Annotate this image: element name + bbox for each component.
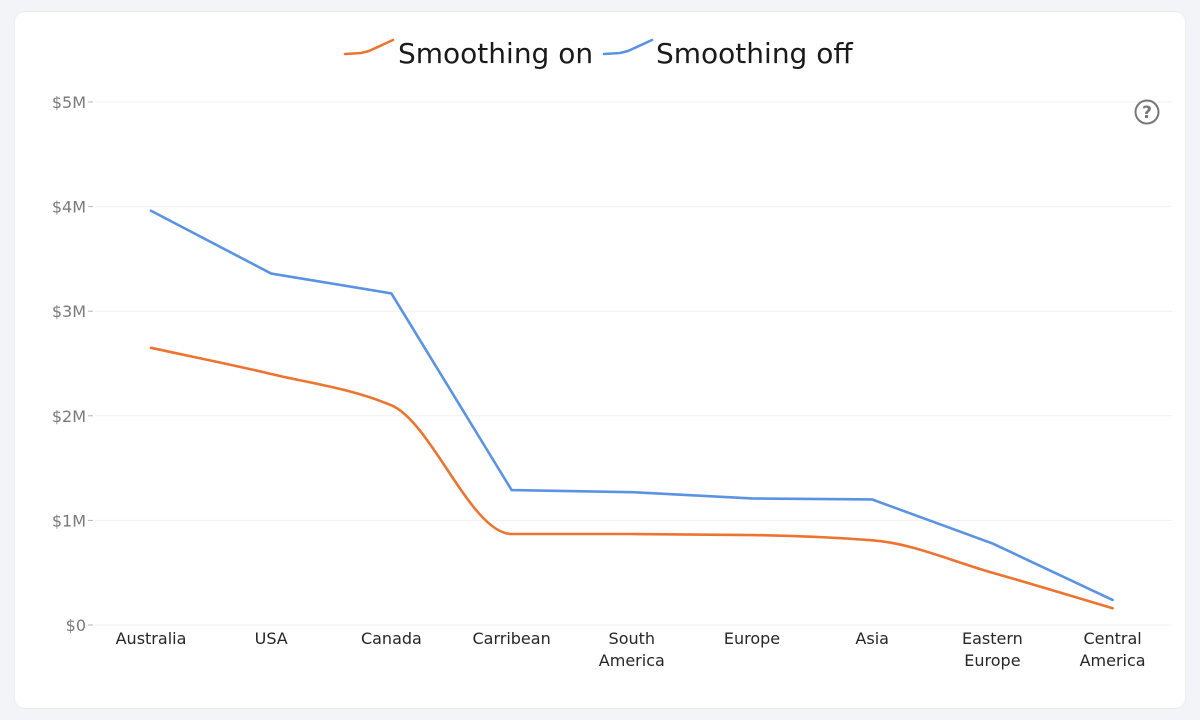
data-point-smoothing-off[interactable] [145, 205, 157, 217]
data-point-smoothing-on[interactable] [506, 528, 518, 540]
data-point-smoothing-off[interactable] [385, 287, 397, 299]
data-point-smoothing-off[interactable] [265, 268, 277, 280]
help-glyph: ? [1142, 103, 1152, 123]
x-axis: Australia USA Canada Carribean South America E… [116, 629, 1146, 670]
y-tick-label: $4M [52, 198, 86, 217]
data-point-smoothing-on[interactable] [145, 342, 157, 354]
x-tick-label: Eastern Europe [962, 629, 1023, 670]
data-point-smoothing-on[interactable] [986, 567, 998, 579]
x-tick-label: USA [255, 629, 288, 648]
grid-layer [95, 101, 1172, 626]
data-point-smoothing-off[interactable] [866, 493, 878, 505]
data-point-smoothing-on[interactable] [385, 399, 397, 411]
data-point-smoothing-off[interactable] [506, 484, 518, 496]
legend-item-smoothing-off[interactable]: Smoothing off [602, 37, 853, 70]
legend[interactable]: Smoothing on Smoothing off [343, 37, 853, 70]
legend-item-smoothing-on[interactable]: Smoothing on [343, 37, 593, 70]
data-point-smoothing-off[interactable] [746, 492, 758, 504]
question-circle-icon[interactable] [1134, 99, 1160, 125]
series-layer [145, 205, 1119, 610]
series-line-smoothing-off[interactable] [149, 209, 1114, 602]
x-tick-label: Carribean [472, 629, 550, 648]
y-tick-label: $2M [52, 407, 86, 426]
y-tick-label: $3M [52, 302, 86, 321]
legend-label: Smoothing off [656, 37, 853, 70]
data-point-smoothing-off[interactable] [626, 486, 638, 498]
y-tick-label: $5M [52, 93, 86, 112]
data-point-smoothing-on[interactable] [746, 529, 758, 541]
legend-swatch [343, 38, 395, 56]
x-tick-label: Central America [1080, 629, 1146, 670]
x-tick-label: Australia [116, 629, 187, 648]
x-tick-label: Asia [855, 629, 889, 648]
x-tick-label: Europe [724, 629, 780, 648]
legend-label: Smoothing on [398, 37, 593, 70]
data-point-smoothing-off[interactable] [986, 537, 998, 549]
help-button[interactable]: ? [1134, 99, 1160, 125]
x-tick-label: South America [599, 629, 665, 670]
x-tick-label: Canada [361, 629, 422, 648]
data-point-smoothing-on[interactable] [265, 368, 277, 380]
data-point-smoothing-on[interactable] [626, 528, 638, 540]
y-tick-label: $1M [52, 511, 86, 530]
data-point-smoothing-off[interactable] [1107, 594, 1119, 606]
data-point-smoothing-on[interactable] [866, 534, 878, 546]
legend-swatch [602, 38, 654, 56]
y-axis: $0 $1M $2M $3M $4M $5M [52, 93, 93, 635]
series-line-smoothing-on[interactable] [149, 346, 1114, 610]
y-tick-label: $0 [66, 616, 86, 635]
